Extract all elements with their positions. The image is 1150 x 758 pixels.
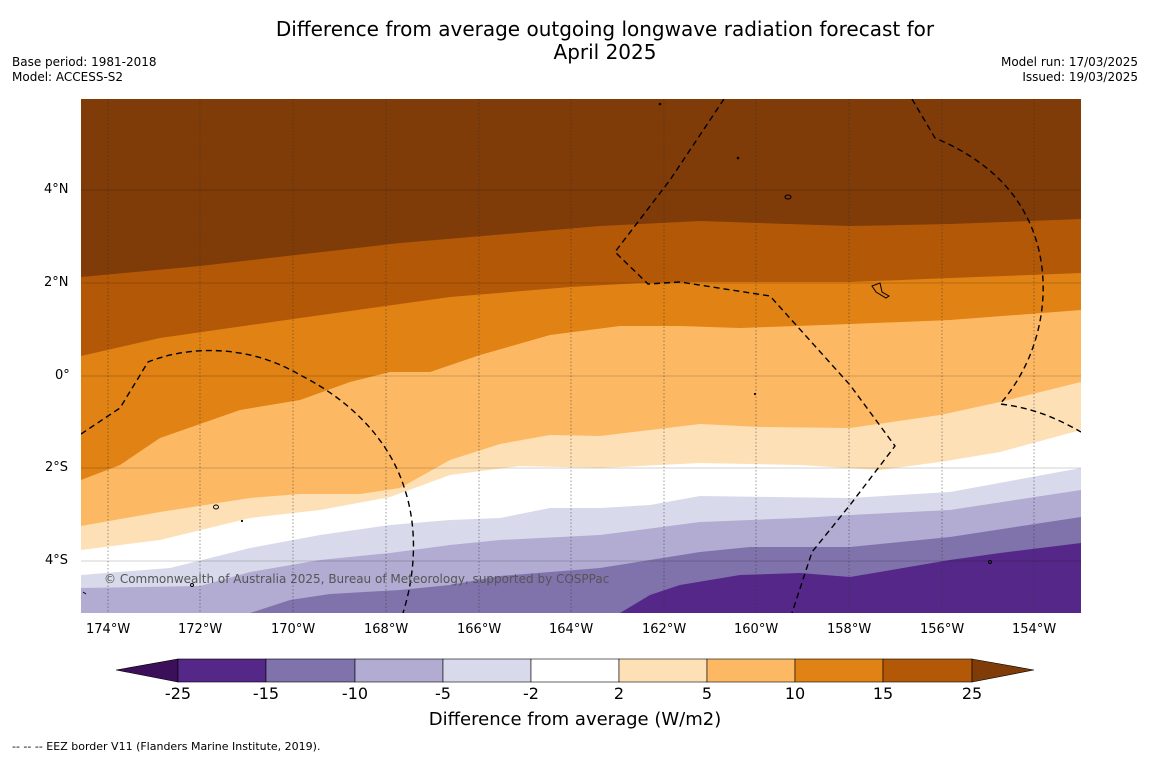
- lon-label: 162°W: [642, 622, 687, 637]
- colorbar-tick-label: 2: [613, 684, 625, 703]
- base-period: Base period: 1981-2018: [12, 55, 157, 69]
- colorbar-extend-low: [115, 658, 179, 683]
- lon-label: 168°W: [364, 622, 409, 637]
- lon-label: 174°W: [86, 622, 131, 637]
- map-panel: [81, 99, 1081, 613]
- colorbar-seg-7: [706, 658, 796, 683]
- anomaly-band-neg15-neg25: [620, 543, 1081, 613]
- lon-label: 164°W: [549, 622, 594, 637]
- lat-label: 2°S: [45, 460, 69, 475]
- meta-left: Base period: 1981-2018 Model: ACCESS-S2: [12, 55, 157, 85]
- colorbar-seg-5: [530, 658, 620, 683]
- island-h: [190, 583, 194, 587]
- colorbar-title: Difference from average (W/m2): [428, 709, 722, 730]
- lon-label: 172°W: [178, 622, 223, 637]
- colorbar-tick-label: 5: [701, 684, 713, 703]
- island-i: [988, 560, 992, 564]
- title-line-2: April 2025: [553, 40, 657, 64]
- colorbar-seg-2: [265, 658, 356, 683]
- lon-label: 156°W: [920, 622, 965, 637]
- island-g: [240, 519, 244, 523]
- islands: [82, 102, 992, 595]
- colorbar-seg-1: [177, 658, 267, 683]
- eez-footnote: -- -- -- EEZ border V11 (Flanders Marine…: [12, 740, 321, 753]
- eez-border-east: [911, 99, 1081, 433]
- colorbar-seg-8: [794, 658, 884, 683]
- lon-label: 158°W: [827, 622, 872, 637]
- lat-label: 4°S: [45, 553, 69, 568]
- island-d: [736, 156, 740, 160]
- lat-label: 4°N: [44, 182, 69, 197]
- colorbar-seg-4: [442, 658, 532, 683]
- colorbar-seg-6: [618, 658, 708, 683]
- colorbar-tick-label: -5: [435, 684, 451, 703]
- lon-label: 154°W: [1012, 622, 1057, 637]
- island-j: [82, 591, 87, 595]
- title-line-1: Difference from average outgoing longwav…: [275, 17, 935, 41]
- colorbar-tick-label: -2: [523, 684, 539, 703]
- colorbar-seg-9: [882, 658, 973, 683]
- lat-label: 2°N: [44, 275, 69, 290]
- model-run: Model run: 17/03/2025: [1000, 55, 1138, 69]
- colorbar-tick-label: 25: [961, 684, 983, 703]
- island-b: [871, 282, 890, 299]
- colorbar-tick-label: 10: [784, 684, 806, 703]
- island-f: [753, 392, 757, 396]
- colorbar-tick-label: -25: [164, 684, 192, 703]
- latitude-lines: [81, 189, 1081, 562]
- island-a: [784, 194, 792, 200]
- colorbar-extend-high: [971, 658, 1035, 683]
- colorbar: [115, 658, 1035, 683]
- graticule: [107, 99, 1035, 613]
- colorbar-tick-label: -10: [341, 684, 369, 703]
- eez-border-west: [81, 349, 415, 613]
- copyright-notice: © Commonwealth of Australia 2025, Bureau…: [104, 572, 610, 586]
- colorbar-tick-label: -15: [252, 684, 280, 703]
- island-c: [213, 504, 219, 510]
- lon-label: 170°W: [271, 622, 316, 637]
- map-title: Difference from average outgoing longwav…: [230, 18, 980, 64]
- colorbar-tick-label: 15: [872, 684, 894, 703]
- island-e: [658, 102, 662, 106]
- meta-right: Model run: 17/03/2025 Issued: 19/03/2025: [1001, 55, 1138, 85]
- lon-label: 166°W: [457, 622, 502, 637]
- lon-label: 160°W: [734, 622, 779, 637]
- issued-date: Issued: 19/03/2025: [1022, 70, 1138, 84]
- lat-label: 0°: [55, 368, 70, 383]
- model-name: Model: ACCESS-S2: [12, 70, 124, 84]
- colorbar-seg-3: [354, 658, 444, 683]
- eez-borders: [81, 99, 1081, 613]
